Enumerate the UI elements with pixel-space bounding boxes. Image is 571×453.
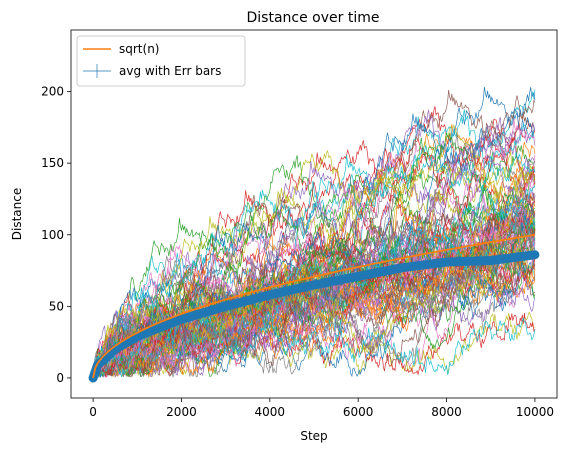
walk-line — [92, 134, 536, 379]
y-tick-label: 0 — [56, 371, 64, 385]
walk-line — [92, 144, 536, 379]
walk-line — [92, 132, 536, 379]
walk-line — [92, 118, 536, 379]
legend-sqrt-label: sqrt(n) — [119, 42, 159, 56]
x-tick-label: 2000 — [166, 405, 197, 419]
y-tick-label: 200 — [41, 85, 64, 99]
walk-line — [92, 255, 535, 379]
walk-line — [92, 198, 536, 379]
walk-line — [92, 230, 536, 379]
chart-title: Distance over time — [247, 10, 380, 26]
x-tick-label: 6000 — [343, 405, 374, 419]
y-tick-label: 50 — [49, 299, 64, 313]
sqrt-line — [92, 233, 536, 379]
plot-frame — [70, 29, 558, 399]
walk-line — [92, 212, 536, 379]
y-tick-label: 150 — [41, 156, 64, 170]
y-axis-ticks: 0 50 100 150 200 — [41, 85, 71, 385]
x-tick-label: 8000 — [431, 405, 462, 419]
sqrt-series — [92, 233, 536, 379]
walk-line — [92, 194, 536, 379]
average-series — [88, 250, 540, 383]
walk-line — [92, 254, 536, 379]
x-axis-label: Step — [300, 429, 327, 443]
walk-line — [92, 255, 536, 379]
y-axis-label: Distance — [10, 188, 24, 240]
legend-box — [76, 35, 246, 87]
walk-line — [92, 292, 536, 379]
x-tick-label: 10000 — [516, 405, 554, 419]
x-axis-ticks: 0 2000 4000 6000 8000 10000 — [89, 398, 554, 419]
walk-line — [92, 155, 536, 379]
avg-line — [92, 254, 535, 379]
legend: sqrt(n) avg with Err bars — [76, 35, 246, 87]
legend-avg-label: avg with Err bars — [119, 64, 221, 78]
y-tick-label: 100 — [41, 228, 64, 242]
x-tick-label: 0 — [89, 405, 97, 419]
walk-line — [92, 270, 536, 379]
legend-avg-swatch — [83, 64, 111, 78]
walk-line — [92, 145, 536, 379]
x-tick-label: 4000 — [255, 405, 286, 419]
